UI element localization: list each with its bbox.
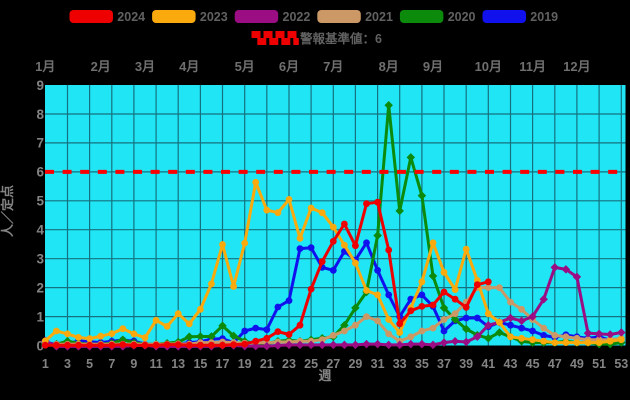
svg-text:3月: 3月 [135,59,155,74]
svg-text:17: 17 [216,357,230,371]
svg-text:8月: 8月 [379,59,399,74]
svg-text:2: 2 [36,280,44,295]
svg-text:27: 27 [326,357,340,371]
svg-text:23: 23 [282,357,296,371]
svg-text:41: 41 [481,357,495,371]
svg-text:8: 8 [36,107,44,122]
svg-text:43: 43 [504,357,518,371]
svg-text:51: 51 [592,357,606,371]
svg-text:11: 11 [149,357,162,371]
svg-text:5: 5 [36,194,44,209]
svg-text:4月: 4月 [179,59,199,74]
svg-text:2019: 2019 [530,10,558,24]
svg-text:3: 3 [36,252,44,267]
svg-text:1月: 1月 [35,59,55,74]
svg-text:7: 7 [108,357,115,371]
svg-text:21: 21 [260,357,274,371]
svg-text:47: 47 [548,357,562,371]
svg-text:1: 1 [42,357,49,371]
svg-text:3: 3 [64,357,71,371]
svg-text:13: 13 [171,357,185,371]
svg-text:人／定点: 人／定点 [0,185,15,237]
svg-text:25: 25 [304,357,318,371]
svg-text:9月: 9月 [423,59,443,74]
svg-text:49: 49 [570,357,584,371]
svg-text:2021: 2021 [365,10,393,24]
svg-text:5月: 5月 [235,59,255,74]
svg-text:11月: 11月 [519,59,546,74]
svg-text:35: 35 [415,357,429,371]
svg-text:2020: 2020 [448,10,476,24]
svg-text:53: 53 [614,357,628,371]
svg-text:29: 29 [348,357,362,371]
svg-text:9: 9 [36,78,44,93]
svg-text:2022: 2022 [283,10,311,24]
svg-text:19: 19 [238,357,252,371]
svg-text:2023: 2023 [200,10,228,24]
svg-text:45: 45 [526,357,540,371]
svg-text:9: 9 [130,357,137,371]
svg-text:2月: 2月 [91,59,111,74]
svg-text:7: 7 [36,136,44,151]
svg-text:37: 37 [437,357,451,371]
svg-text:警報基準値：6: 警報基準値：6 [299,31,382,46]
svg-text:週: 週 [318,368,331,383]
svg-text:6月: 6月 [279,59,299,74]
svg-text:5: 5 [86,357,93,371]
svg-text:4: 4 [36,223,44,238]
svg-text:6: 6 [36,165,44,180]
svg-text:39: 39 [459,357,473,371]
svg-text:12月: 12月 [563,59,590,74]
svg-text:0: 0 [36,338,44,353]
svg-text:33: 33 [393,357,407,371]
svg-text:7月: 7月 [323,59,343,74]
svg-text:2024: 2024 [117,10,145,24]
svg-text:31: 31 [371,357,385,371]
svg-text:1: 1 [36,309,44,324]
svg-text:10月: 10月 [475,59,502,74]
svg-text:15: 15 [193,357,207,371]
